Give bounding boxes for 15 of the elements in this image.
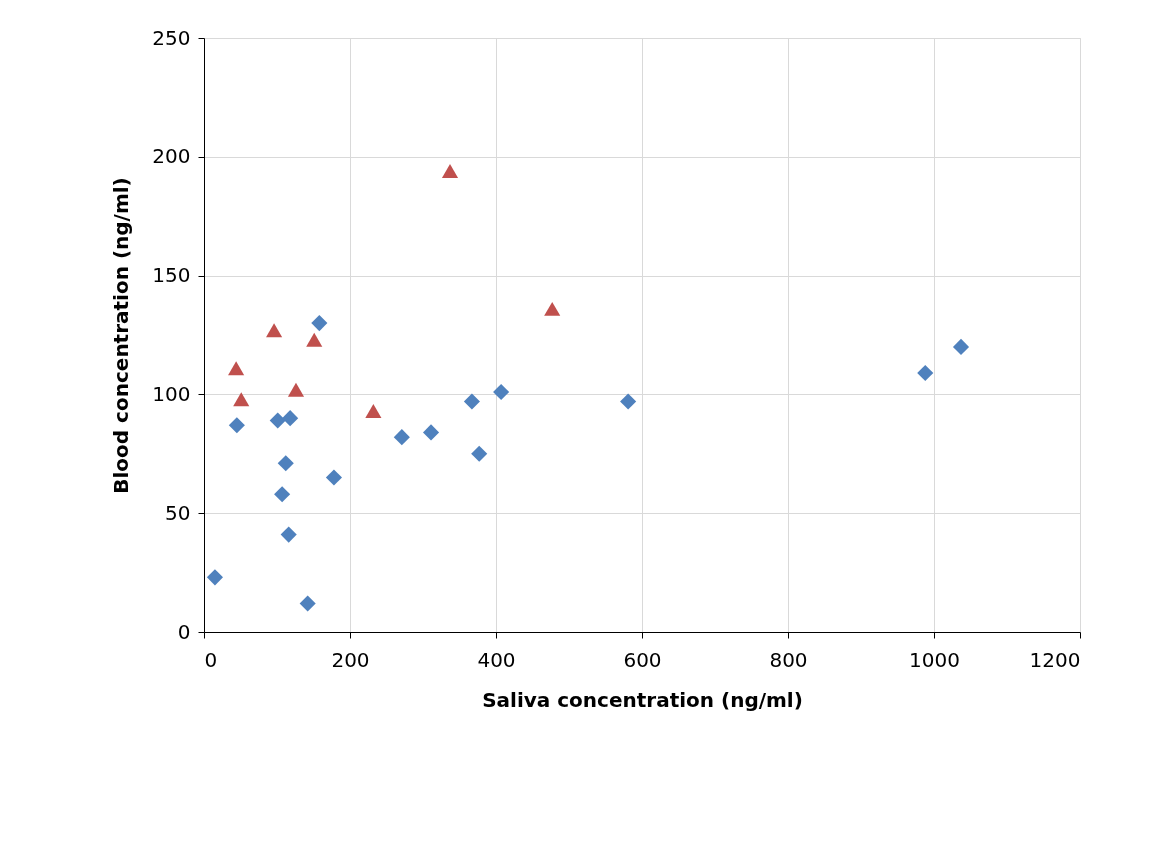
y-tick-label: 150 xyxy=(152,263,191,288)
x-tick-label: 1000 xyxy=(909,647,960,672)
y-axis-title: Blood concentration (ng/ml) xyxy=(109,177,134,494)
y-tick-label: 50 xyxy=(165,500,191,525)
x-tick-label: 800 xyxy=(769,647,808,672)
x-tick-label: 0 xyxy=(204,647,218,672)
x-axis-title: Saliva concentration (ng/ml) xyxy=(482,687,803,712)
x-tick-label: 600 xyxy=(623,647,662,672)
x-tick-label: 400 xyxy=(477,647,516,672)
y-tick-label: 100 xyxy=(152,381,191,406)
x-tick-label: 1200 xyxy=(1029,647,1081,672)
y-tick-label: 0 xyxy=(177,619,191,644)
y-tick-label: 250 xyxy=(152,25,191,50)
x-tick-label: 200 xyxy=(331,647,370,672)
y-tick-label: 200 xyxy=(152,144,191,169)
